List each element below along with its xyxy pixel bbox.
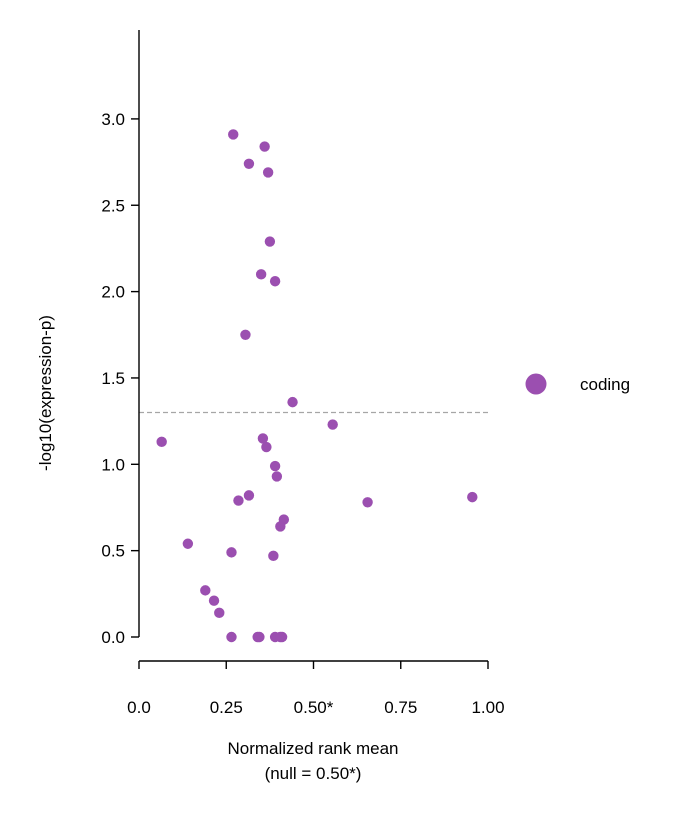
data-point <box>182 538 194 549</box>
data-point <box>271 471 283 482</box>
data-point <box>156 436 167 448</box>
data-point <box>362 497 373 508</box>
legend-label: coding <box>580 375 630 394</box>
y-tick-label: 2.0 <box>101 283 125 302</box>
x-tick-label: 0.25 <box>210 698 243 717</box>
data-point <box>269 460 281 472</box>
data-point <box>259 141 270 152</box>
x-axis-label: Normalized rank mean <box>227 739 398 758</box>
x-tick-label: 1.00 <box>471 698 504 717</box>
data-point <box>467 491 478 503</box>
data-point <box>268 550 279 562</box>
data-point <box>264 236 276 247</box>
data-point <box>327 419 338 430</box>
data-point <box>255 269 267 280</box>
data-point <box>233 495 244 506</box>
data-point <box>214 607 225 619</box>
data-point <box>269 276 281 287</box>
data-point <box>261 441 272 453</box>
data-point <box>287 396 298 408</box>
data-point <box>254 631 265 643</box>
data-point <box>226 631 237 643</box>
legend-marker <box>525 373 547 395</box>
y-tick-label: 1.5 <box>101 369 125 388</box>
data-point <box>243 490 255 501</box>
data-point <box>228 129 239 140</box>
data-point <box>275 631 286 643</box>
data-point <box>243 158 255 170</box>
x-tick-label: 0.50* <box>294 698 334 717</box>
data-point <box>275 521 286 532</box>
data-point <box>200 585 211 596</box>
data-point <box>240 329 251 340</box>
y-tick-label: 0.5 <box>101 542 125 561</box>
y-axis-label: -log10(expression-p) <box>36 315 55 471</box>
data-point <box>208 595 220 606</box>
data-point <box>262 167 274 178</box>
y-tick-label: 0.0 <box>101 628 125 647</box>
x-tick-label: 0.75 <box>384 698 417 717</box>
x-axis-null-note: (null = 0.50*) <box>265 764 362 783</box>
x-tick-label: 0.0 <box>127 698 151 717</box>
y-tick-label: 1.0 <box>101 455 125 474</box>
data-point <box>257 433 269 444</box>
y-tick-label: 3.0 <box>101 110 125 129</box>
y-tick-label: 2.5 <box>101 196 125 215</box>
data-point <box>226 547 237 558</box>
